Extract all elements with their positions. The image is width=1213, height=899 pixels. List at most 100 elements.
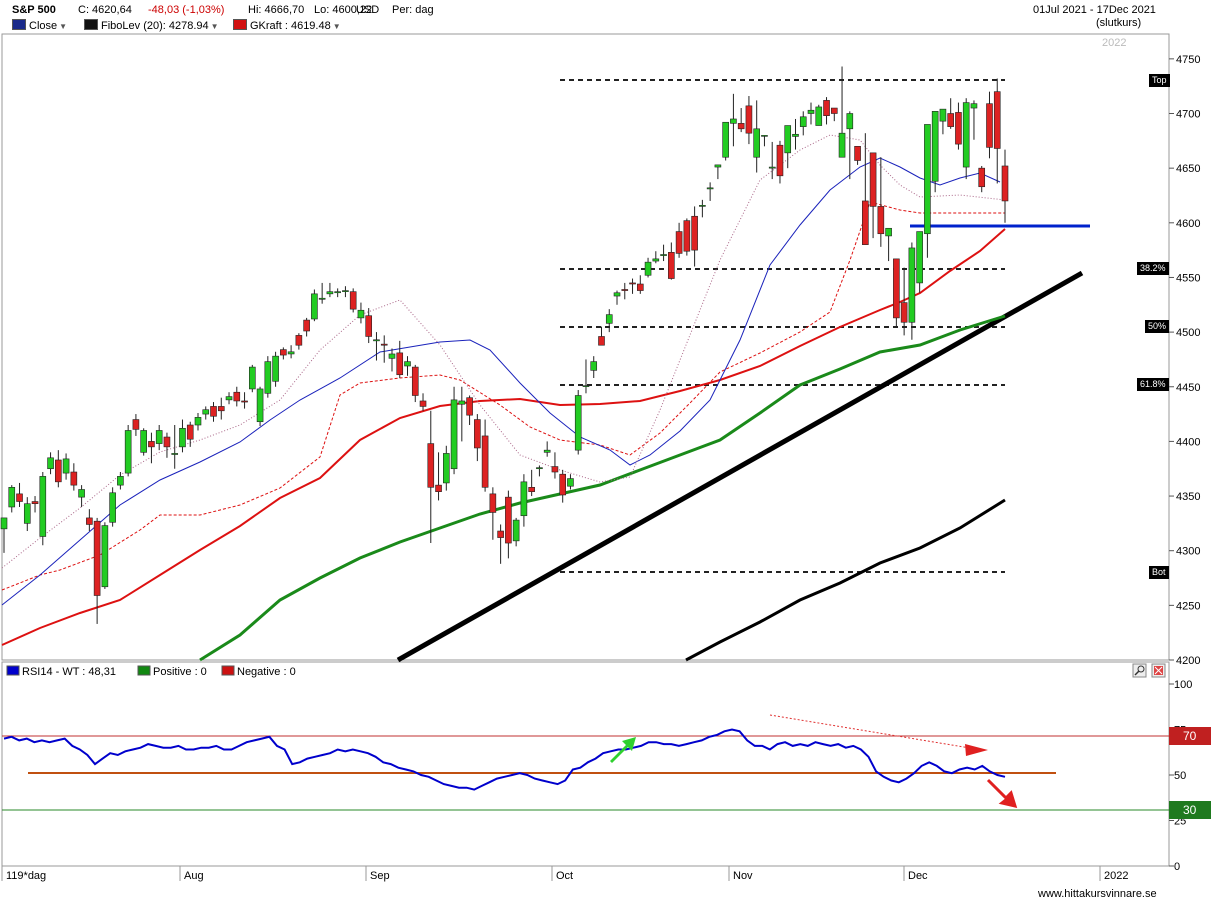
- candle: [148, 441, 155, 448]
- price-tick-label: 4300: [1176, 546, 1200, 558]
- legend-gkraft[interactable]: GKraft : 4619.48 ▼: [233, 19, 341, 32]
- price-tick-label: 4200: [1176, 655, 1200, 667]
- candle: [520, 481, 528, 517]
- candle: [202, 409, 210, 415]
- candle: [280, 349, 287, 356]
- candle: [908, 247, 916, 323]
- candle: [8, 487, 16, 508]
- candle: [210, 406, 217, 417]
- color-swatch-icon: [137, 665, 151, 676]
- candle: [264, 361, 272, 394]
- candle: [916, 231, 923, 284]
- price-basis-label: (slutkurs): [1096, 17, 1142, 29]
- candle: [792, 133, 799, 137]
- candle: [737, 123, 745, 130]
- fibo-618-tag: 61.8%: [1137, 378, 1169, 391]
- candle: [652, 258, 660, 262]
- fibolev-line: [685, 498, 1006, 662]
- candle: [551, 466, 559, 473]
- candle: [978, 167, 986, 188]
- ma-green-line: [199, 314, 1006, 662]
- candlestick-series: [0, 66, 1009, 624]
- candle: [373, 339, 380, 342]
- color-swatch-icon: [233, 19, 247, 30]
- candle: [62, 458, 70, 474]
- price-axis: 4750 4700 4650 4600 4550 4500 4450 4400 4350 4300…: [1169, 54, 1200, 667]
- candle: [776, 144, 784, 177]
- ma-pink-dotted-line: [1, 134, 1006, 569]
- candle: [893, 258, 900, 319]
- candle: [179, 427, 186, 448]
- rsi-levels: [2, 735, 1169, 811]
- candle: [326, 291, 334, 295]
- candle: [39, 476, 47, 537]
- candle: [613, 292, 621, 297]
- candle: [574, 395, 582, 451]
- candle: [0, 517, 8, 530]
- date-range-label: 01Jul 2021 - 17Dec 2021: [1033, 4, 1156, 16]
- candle: [435, 484, 442, 492]
- candle: [16, 493, 23, 502]
- chevron-down-icon[interactable]: ▼: [332, 22, 341, 31]
- candle: [683, 220, 691, 252]
- site-url[interactable]: www.hittakursvinnare.se: [1037, 888, 1157, 899]
- candle: [799, 116, 807, 127]
- candle: [404, 361, 411, 367]
- rsi-tick-label: 50: [1174, 770, 1186, 782]
- candle: [365, 315, 373, 337]
- green-up-arrow-icon: [610, 737, 636, 763]
- rsi-70-tag-label: 70: [1183, 729, 1197, 743]
- ma-red-line: [1, 228, 1006, 646]
- month-label: 2022: [1104, 870, 1128, 882]
- time-axis: 119*dag Aug Sep Oct Nov Dec 2022: [1, 866, 1128, 882]
- candle: [303, 319, 310, 332]
- candle: [753, 128, 760, 158]
- candle: [186, 424, 194, 440]
- chevron-down-icon[interactable]: ▼: [210, 22, 219, 31]
- candle: [768, 166, 776, 169]
- candle: [962, 102, 970, 168]
- candle: [823, 100, 830, 116]
- rsi-30-tag: [1169, 801, 1211, 819]
- candle: [109, 492, 116, 523]
- candle: [668, 252, 675, 279]
- rsi-line: [3, 728, 1006, 791]
- chevron-down-icon[interactable]: ▼: [59, 22, 68, 31]
- month-label: Sep: [370, 870, 390, 882]
- candle: [31, 501, 39, 505]
- candle: [86, 517, 93, 525]
- candle: [380, 343, 388, 346]
- color-swatch-icon: [221, 665, 235, 676]
- candle: [830, 107, 838, 114]
- candle: [474, 419, 481, 449]
- legend-fibolev[interactable]: FiboLev (20): 4278.94 ▼: [84, 19, 219, 32]
- candle: [117, 476, 124, 486]
- candle: [241, 400, 248, 403]
- candle: [225, 396, 233, 401]
- candle: [443, 453, 450, 484]
- candle: [47, 457, 54, 470]
- currency-label: USD: [356, 4, 380, 16]
- candle: [838, 132, 846, 158]
- candle: [621, 289, 629, 291]
- candle: [155, 430, 163, 444]
- change-value: -48,03 (-1,03%): [148, 4, 225, 16]
- candle: [318, 297, 326, 300]
- price-tick-label: 4650: [1176, 163, 1200, 175]
- close-panel-icon[interactable]: [1151, 663, 1166, 678]
- candle: [986, 103, 993, 148]
- candle: [699, 205, 706, 207]
- candle: [101, 525, 109, 588]
- candle: [528, 487, 535, 492]
- candle: [411, 366, 419, 396]
- candle: [505, 496, 512, 544]
- legend-close[interactable]: Close ▼: [12, 19, 67, 32]
- candle: [543, 449, 551, 453]
- positive-legend-label: Positive : 0: [153, 666, 207, 678]
- zoom-icon[interactable]: [1132, 663, 1147, 678]
- month-label: Dec: [908, 870, 928, 882]
- fibo-50-tag: 50%: [1145, 320, 1170, 333]
- candle: [706, 187, 714, 190]
- candle: [70, 471, 78, 486]
